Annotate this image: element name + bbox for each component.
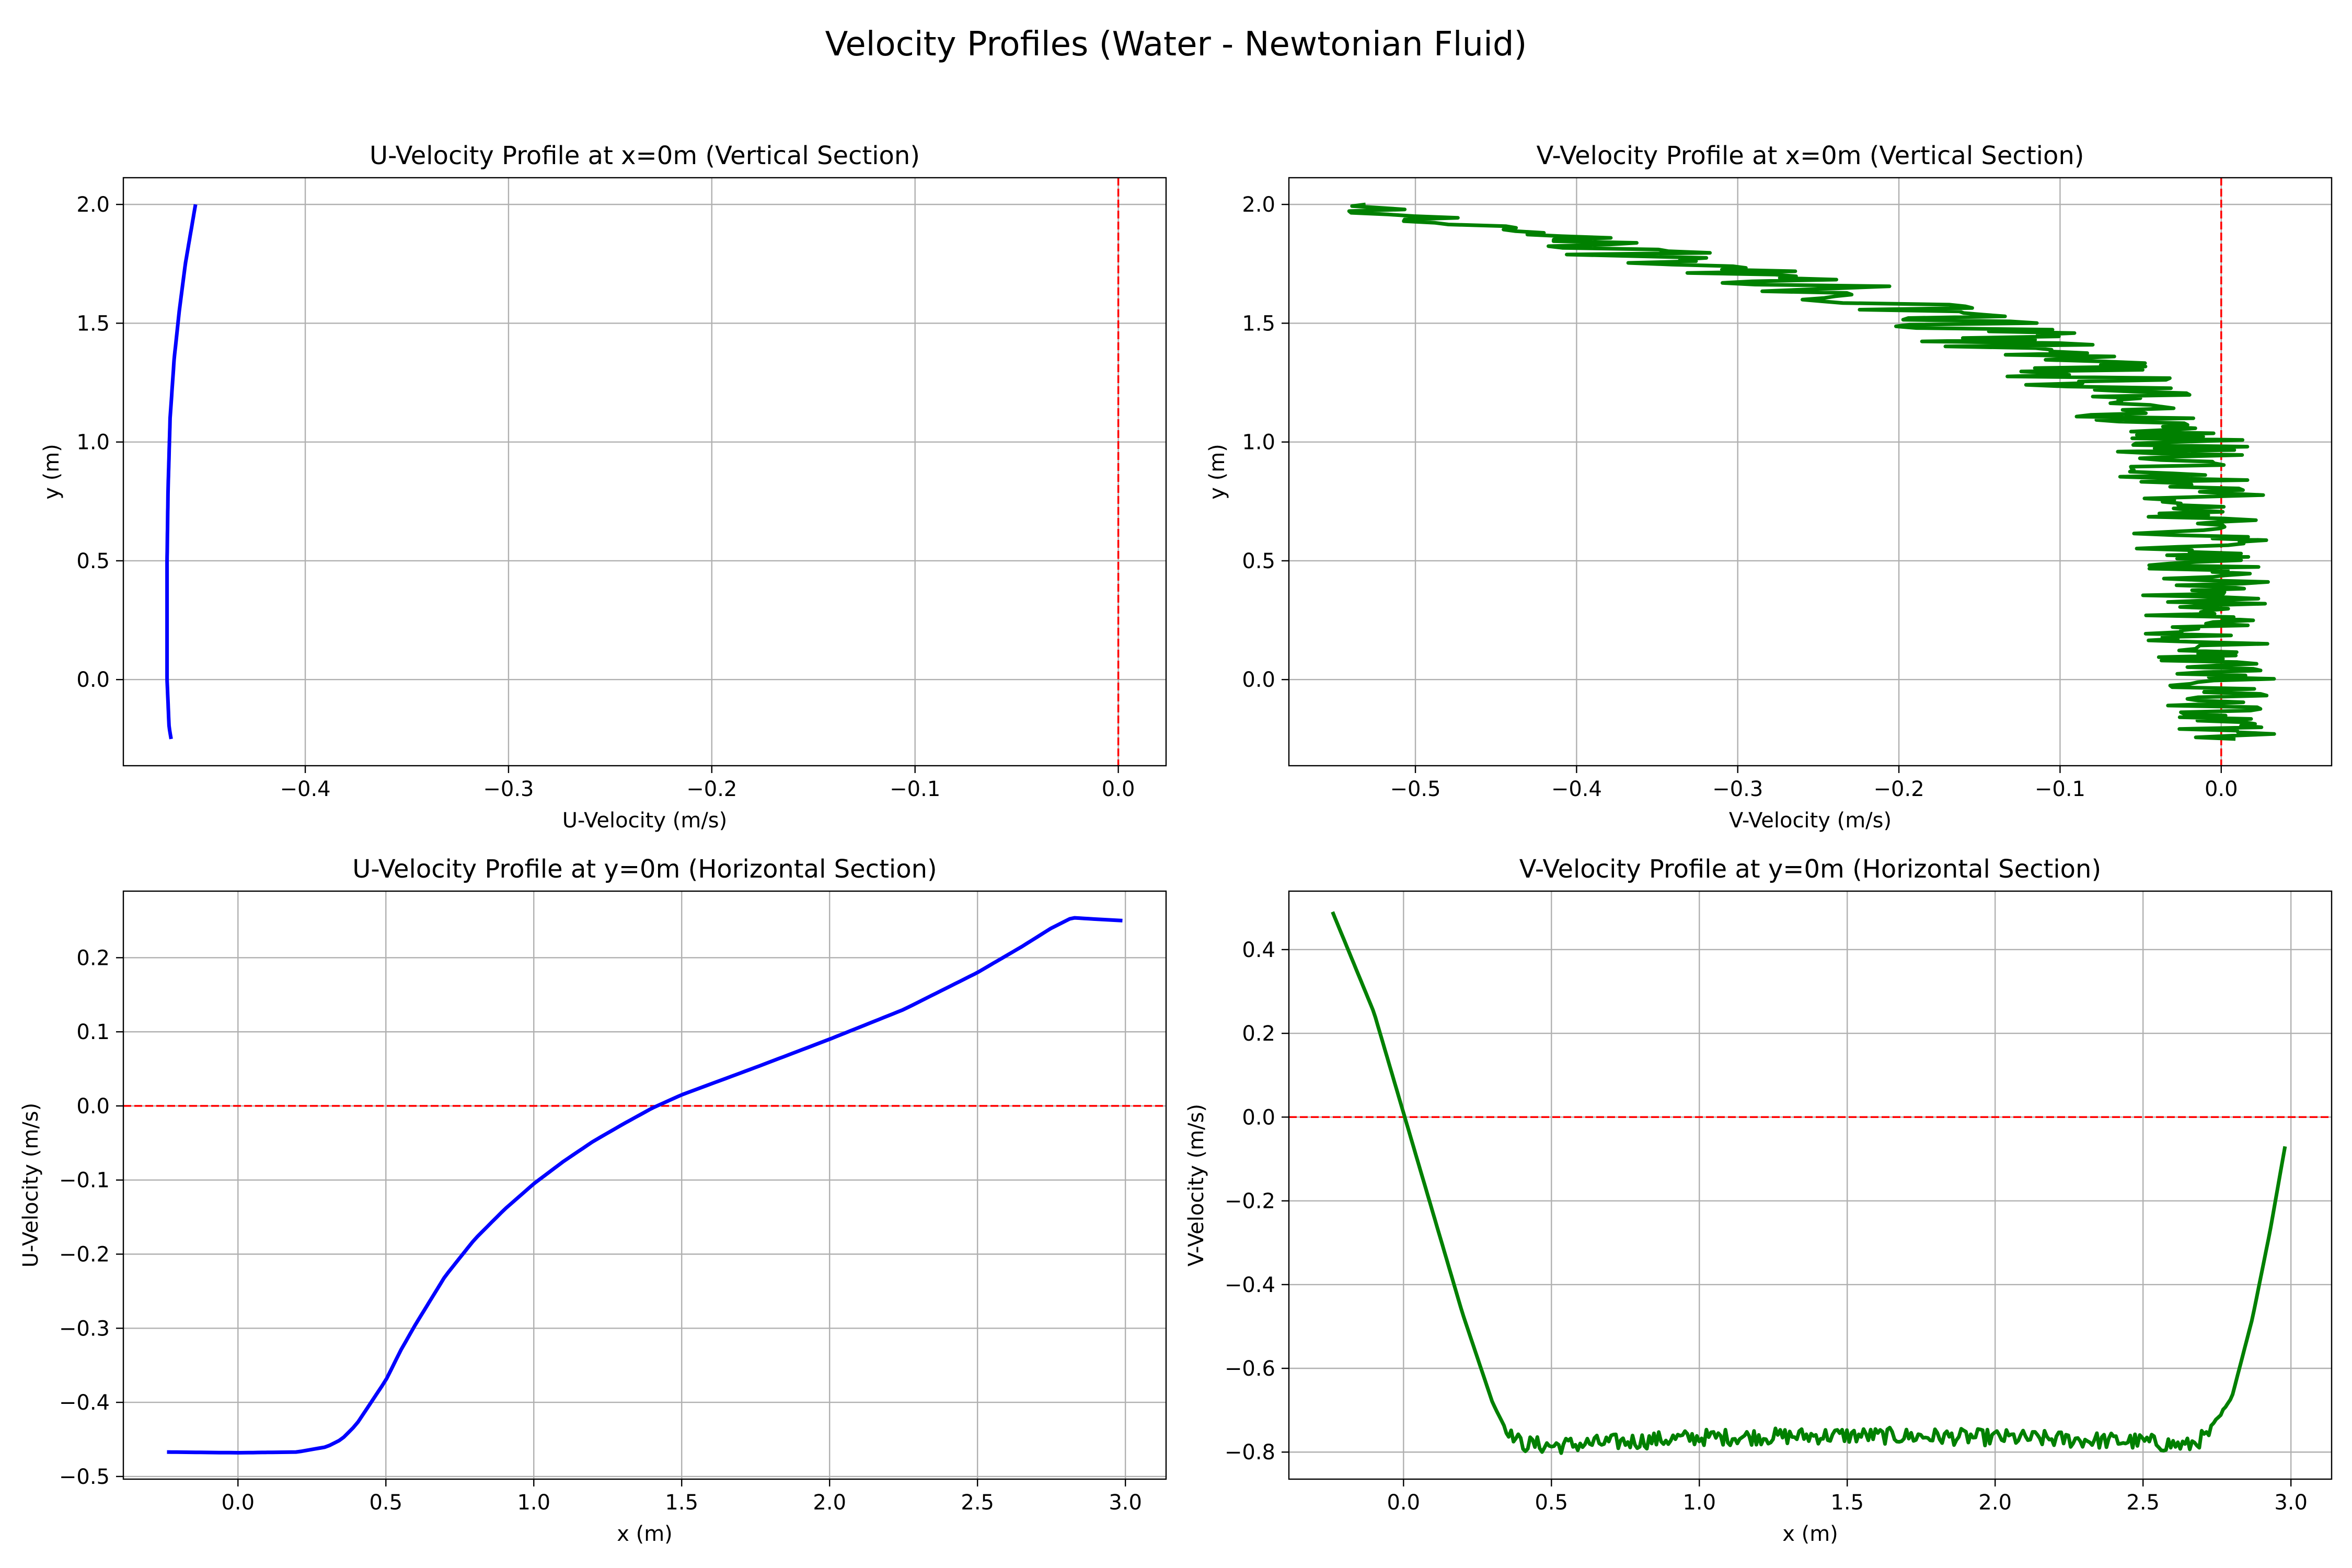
y-axis-label: U-Velocity (m/s): [19, 1103, 43, 1268]
y-tick-label: −0.3: [59, 1317, 110, 1341]
subplot-u-velocity-vertical: −0.4 −0.3 −0.2 −0.1 0.0 0.0 0.5 1.0 1.5 2.0 U-Velo…: [40, 141, 1167, 833]
x-tick-label: −0.5: [1390, 777, 1440, 801]
subplot-title: V-Velocity Profile at x=0m (Vertical Sec…: [1537, 141, 2084, 170]
x-tick-label: 3.0: [1109, 1491, 1142, 1515]
y-axis-label: y (m): [40, 444, 64, 500]
axes-frame: [1288, 890, 2333, 1480]
y-tick-label: 0.5: [76, 549, 110, 573]
figure-suptitle: Velocity Profiles (Water - Newtonian Flu…: [825, 25, 1527, 64]
y-tick-label: 0.0: [76, 1094, 110, 1119]
subplot-title: V-Velocity Profile at y=0m (Horizontal S…: [1519, 855, 2101, 884]
x-tick-label: 1.5: [1830, 1491, 1864, 1515]
y-tick-label: 0.1: [76, 1020, 110, 1044]
x-tick-label: 3.0: [2274, 1491, 2308, 1515]
y-tick-label: −0.2: [1225, 1190, 1275, 1214]
axes-frame: [1288, 177, 2333, 767]
y-tick-label: 2.0: [76, 193, 110, 217]
series-line-0: [1331, 911, 2287, 1455]
x-tick-label: 0.0: [1102, 777, 1135, 801]
x-tick-label: −0.4: [280, 777, 330, 801]
x-axis-label: x (m): [1782, 1522, 1838, 1546]
x-tick-label: 0.0: [1387, 1491, 1420, 1515]
x-tick-label: 0.5: [1535, 1491, 1568, 1515]
x-tick-label: −0.2: [686, 777, 737, 801]
axes-frame: [122, 177, 1167, 767]
subplot-v-velocity-horizontal: 0.0 0.5 1.0 1.5 2.0 2.5 3.0 −0.8 −0.6 −0.4 −0.2 0.0…: [1184, 855, 2333, 1546]
x-axis-label: V-Velocity (m/s): [1729, 809, 1892, 833]
x-tick-label: 2.0: [813, 1491, 846, 1515]
y-tick-label: −0.4: [59, 1391, 110, 1415]
y-tick-label: −0.8: [1225, 1440, 1275, 1465]
y-tick-label: 0.0: [1242, 668, 1275, 692]
axes-frame: [122, 890, 1167, 1480]
y-tick-label: 0.2: [76, 946, 110, 970]
x-axis-label: U-Velocity (m/s): [562, 809, 728, 833]
y-axis-label: V-Velocity (m/s): [1184, 1104, 1208, 1266]
x-tick-label: −0.3: [483, 777, 534, 801]
y-tick-label: −0.2: [59, 1243, 110, 1267]
y-tick-label: 1.0: [76, 431, 110, 455]
x-tick-label: 0.0: [2205, 777, 2238, 801]
x-axis-label: x (m): [617, 1522, 673, 1546]
y-tick-label: 0.2: [1242, 1022, 1275, 1046]
x-tick-label: 1.5: [665, 1491, 698, 1515]
subplot-title: U-Velocity Profile at x=0m (Vertical Sec…: [370, 141, 920, 170]
x-tick-label: 1.0: [1682, 1491, 1716, 1515]
y-tick-label: 1.5: [1242, 312, 1275, 336]
series-line-0: [165, 204, 198, 740]
series-line-0: [1347, 202, 2276, 741]
x-tick-label: −0.1: [890, 777, 940, 801]
y-tick-label: 0.5: [1242, 549, 1275, 573]
subplot-v-velocity-vertical: −0.5 −0.4 −0.3 −0.2 −0.1 0.0 0.0 0.5 1.0 1.5 2.0 V-…: [1205, 141, 2333, 833]
x-tick-label: −0.1: [2035, 777, 2085, 801]
y-tick-label: 0.0: [1242, 1105, 1275, 1129]
y-tick-label: −0.6: [1225, 1357, 1275, 1381]
subplot-u-velocity-horizontal: 0.0 0.5 1.0 1.5 2.0 2.5 3.0 −0.5 −0.4 −0.3 −0.2 −0.…: [19, 855, 1167, 1546]
y-tick-label: 0.0: [76, 668, 110, 692]
y-tick-label: −0.5: [59, 1465, 110, 1489]
x-tick-label: 2.0: [1978, 1491, 2012, 1515]
x-tick-label: 0.0: [221, 1491, 255, 1515]
x-tick-label: −0.2: [1874, 777, 1924, 801]
x-tick-label: 1.0: [517, 1491, 550, 1515]
x-tick-label: 2.5: [2126, 1491, 2160, 1515]
y-tick-label: −0.4: [1225, 1273, 1275, 1297]
x-tick-label: −0.4: [1551, 777, 1602, 801]
x-tick-label: 2.5: [961, 1491, 994, 1515]
y-tick-label: 0.4: [1242, 938, 1275, 962]
x-tick-label: −0.3: [1712, 777, 1763, 801]
y-axis-label: y (m): [1205, 444, 1229, 500]
subplot-title: U-Velocity Profile at y=0m (Horizontal S…: [352, 855, 937, 884]
series-line-0: [167, 916, 1123, 1455]
x-tick-label: 0.5: [369, 1491, 402, 1515]
y-tick-label: 1.5: [76, 312, 110, 336]
y-tick-label: 1.0: [1242, 431, 1275, 455]
y-tick-label: 2.0: [1242, 193, 1275, 217]
y-tick-label: −0.1: [59, 1169, 110, 1193]
